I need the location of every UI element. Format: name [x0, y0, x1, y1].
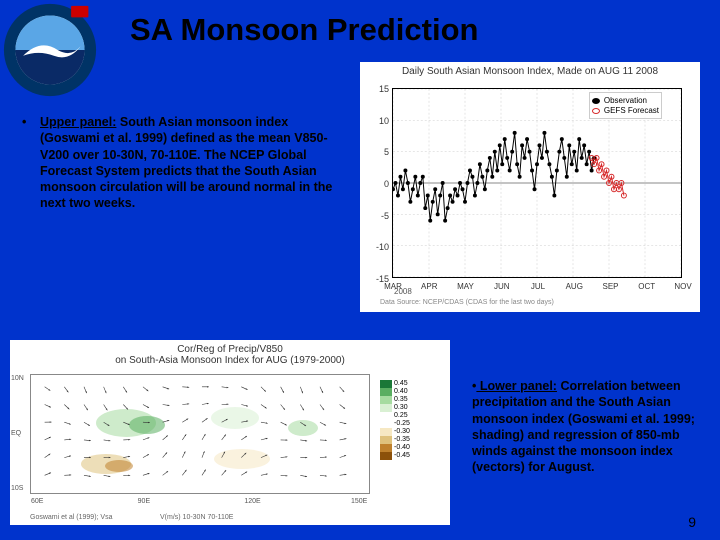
lower-panel-body: Correlation between precipitation and th…: [472, 379, 695, 474]
colorbar-entry: 0.45: [380, 380, 430, 388]
lat-label: 10N: [11, 375, 24, 382]
noaa-logo: [2, 2, 98, 98]
upper-panel-label: Upper panel:: [40, 115, 116, 129]
lat-label: EQ: [11, 430, 21, 437]
x-tick-label: SEP: [602, 282, 618, 291]
lat-label: 10S: [11, 485, 23, 492]
colorbar-entry: 0.40: [380, 388, 430, 396]
lower-chart-colorbar: 0.450.400.350.300.25-0.25-0.30-0.35-0.40…: [380, 380, 430, 490]
legend-item: GEFS Forecast: [592, 106, 659, 115]
colorbar-entry: 0.25: [380, 412, 430, 420]
x-tick-label: OCT: [638, 282, 655, 291]
slide-title: SA Monsoon Prediction: [130, 12, 690, 48]
lon-label: 150E: [351, 498, 367, 505]
y-tick-label: -10: [369, 242, 389, 252]
x-tick-label: JUL: [531, 282, 545, 291]
y-tick-label: -5: [369, 211, 389, 221]
lower-chart-title-1: Cor/Reg of Precip/V850: [10, 344, 450, 355]
colorbar-entry: 0.30: [380, 404, 430, 412]
colorbar-entry: -0.25: [380, 420, 430, 428]
upper-chart-title: Daily South Asian Monsoon Index, Made on…: [360, 62, 700, 77]
lower-chart-map-area: 10NEQ10S60E90E120E150E: [30, 374, 370, 494]
y-tick-label: 15: [369, 84, 389, 94]
colorbar-entry: -0.30: [380, 428, 430, 436]
lower-chart-title: Cor/Reg of Precip/V850 on South-Asia Mon…: [10, 340, 450, 366]
lower-correlation-map: Cor/Reg of Precip/V850 on South-Asia Mon…: [10, 340, 450, 525]
y-tick-label: 5: [369, 147, 389, 157]
lon-label: 120E: [244, 498, 260, 505]
lower-panel-label: Lower panel:: [476, 379, 557, 393]
lower-chart-vector-note: V(m/s) 10-30N 70-110E: [160, 514, 233, 521]
upper-timeseries-chart: Daily South Asian Monsoon Index, Made on…: [360, 62, 700, 312]
lower-panel-description: • Lower panel: Correlation between preci…: [472, 378, 698, 476]
x-tick-label: MAY: [457, 282, 474, 291]
y-tick-label: 0: [369, 179, 389, 189]
lon-label: 60E: [31, 498, 43, 505]
x-tick-label: JUN: [494, 282, 510, 291]
upper-chart-source: Data Source: NCEP/CDAS (CDAS for the las…: [380, 299, 554, 306]
upper-chart-legend: ObservationGEFS Forecast: [589, 92, 662, 119]
colorbar-entry: -0.45: [380, 452, 430, 460]
upper-panel-body: South Asian monsoon index (Goswami et al…: [40, 115, 332, 210]
legend-item: Observation: [592, 96, 659, 105]
lower-chart-source: Goswami et al (1999); Vsa: [30, 514, 112, 521]
colorbar-entry: 0.35: [380, 396, 430, 404]
x-tick-label: APR: [421, 282, 437, 291]
x-tick-label: NOV: [674, 282, 691, 291]
lower-chart-title-2: on South-Asia Monsoon Index for AUG (197…: [10, 355, 450, 366]
colorbar-entry: -0.35: [380, 436, 430, 444]
x-tick-label: AUG: [566, 282, 583, 291]
lon-label: 90E: [138, 498, 150, 505]
upper-chart-year: 2008: [394, 287, 412, 296]
upper-panel-description: • Upper panel: South Asian monsoon index…: [40, 114, 340, 212]
slide-number: 9: [688, 514, 696, 530]
bullet-icon: •: [22, 114, 26, 130]
colorbar-entry: -0.40: [380, 444, 430, 452]
y-tick-label: 10: [369, 116, 389, 126]
